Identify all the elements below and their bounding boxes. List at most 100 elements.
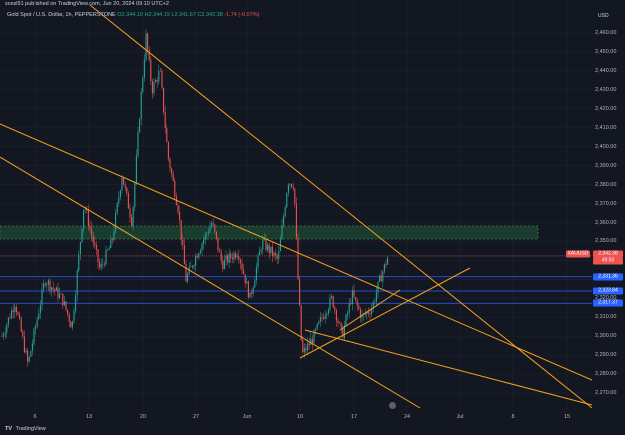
candle-body xyxy=(198,253,200,258)
open-value: O2,344.10 xyxy=(117,12,143,18)
candle-body xyxy=(379,275,381,282)
candle-body xyxy=(76,270,78,296)
candle-body xyxy=(1,336,3,337)
candle-body xyxy=(87,210,89,227)
candle-body xyxy=(263,238,265,240)
candle-body xyxy=(139,119,141,133)
price-tick-label: 2,440.00 xyxy=(595,67,617,74)
candle-body xyxy=(91,228,93,236)
candle-body xyxy=(361,314,363,318)
price-axis-label: 2,342.38 xyxy=(593,250,623,258)
candle-body xyxy=(92,235,94,243)
trend-lines xyxy=(0,4,592,409)
time-axis[interactable]: 6 13 20 27 Jun 10 17 24 Jul 8 15 xyxy=(0,413,592,423)
candle-body xyxy=(305,348,307,351)
candle-body xyxy=(41,289,43,306)
candle-body xyxy=(28,356,30,362)
candle-body xyxy=(303,348,305,353)
low-value: L2,341.67 xyxy=(171,12,196,18)
symbol-legend[interactable]: Gold Spot / U.S. Dollar, 1h, PEPPERSTONE… xyxy=(7,12,259,18)
candle-body xyxy=(140,91,142,120)
time-tick-label: 17 xyxy=(350,414,358,420)
candle-body xyxy=(227,255,229,263)
candle-body xyxy=(151,81,153,94)
candle-body xyxy=(201,243,203,251)
candle-body xyxy=(46,284,48,286)
candle-body xyxy=(153,82,155,94)
candle-body xyxy=(99,262,101,268)
price-tick-label: 2,350.00 xyxy=(595,238,617,245)
price-chart[interactable] xyxy=(0,0,592,413)
candle-body xyxy=(134,182,136,208)
candle-body xyxy=(7,317,9,325)
time-tick-label: 15 xyxy=(563,414,571,420)
candle-body xyxy=(65,301,67,310)
candle-body xyxy=(163,87,165,113)
candle-body xyxy=(52,287,54,289)
candle-body xyxy=(321,317,323,318)
candle-body xyxy=(3,334,5,337)
calendar-icon[interactable] xyxy=(389,402,396,409)
candle-body xyxy=(27,350,29,362)
candle-body xyxy=(171,168,173,174)
time-tick-label: 27 xyxy=(192,414,200,420)
candle-body xyxy=(271,246,273,256)
price-tick-label: 2,410.00 xyxy=(595,124,617,131)
candle-body xyxy=(123,177,125,185)
trend-line xyxy=(0,156,421,409)
high-value: H2,344.19 xyxy=(144,12,170,18)
candle-body xyxy=(284,207,286,217)
price-tick-label: 2,360.00 xyxy=(595,219,617,226)
candle-body xyxy=(331,296,333,298)
candle-body xyxy=(156,80,158,82)
time-tick-label: Jul xyxy=(456,414,464,420)
candle-body xyxy=(131,217,133,226)
candle-body xyxy=(6,324,8,333)
candle-body xyxy=(233,253,235,260)
candle-body xyxy=(55,287,57,291)
candle-body xyxy=(219,249,221,252)
candle-body xyxy=(185,264,187,282)
candle-body xyxy=(249,292,251,298)
candle-body xyxy=(383,263,385,272)
candle-body xyxy=(100,264,102,268)
candle-body xyxy=(220,251,222,261)
candle-body xyxy=(239,259,241,264)
time-tick-label: 20 xyxy=(139,414,147,420)
candle-body xyxy=(132,207,134,226)
candle-body xyxy=(215,231,217,238)
candle-body xyxy=(59,293,61,298)
candle-body xyxy=(350,303,352,305)
price-axis[interactable]: 2,460.00 2,450.00 2,440.00 2,430.00 2,420.00… xyxy=(566,0,625,413)
candle-body xyxy=(180,219,182,240)
candle-body xyxy=(150,59,152,82)
candle-body xyxy=(199,250,201,254)
candle-body xyxy=(57,287,59,298)
candle-body xyxy=(147,33,149,50)
candle-body xyxy=(169,158,171,169)
price-tick-label: 2,400.00 xyxy=(595,143,617,150)
candle-body xyxy=(244,274,246,284)
price-axis-label: 2,331.36 xyxy=(593,273,623,281)
candle-body xyxy=(372,302,374,310)
brand-name[interactable]: TradingView xyxy=(15,426,46,432)
candle-body xyxy=(183,244,185,265)
candle-body xyxy=(9,317,11,319)
candle-body xyxy=(78,254,80,271)
candle-body xyxy=(97,249,99,263)
price-tick-label: 2,390.00 xyxy=(595,162,617,169)
candle-body xyxy=(118,197,120,204)
candle-body xyxy=(268,244,270,253)
candle-body xyxy=(71,321,73,328)
candle-body xyxy=(238,256,240,260)
candle-body xyxy=(190,265,192,267)
candle-body xyxy=(135,155,137,183)
tradingview-logo-icon[interactable]: TV xyxy=(5,426,13,432)
price-axis-label: 2,317.37 xyxy=(593,299,623,307)
candle-body xyxy=(283,216,285,226)
trend-line xyxy=(89,4,592,409)
candle-body xyxy=(211,223,213,228)
candle-body xyxy=(124,184,126,188)
candle-body xyxy=(337,320,339,323)
candle-body xyxy=(339,322,341,324)
